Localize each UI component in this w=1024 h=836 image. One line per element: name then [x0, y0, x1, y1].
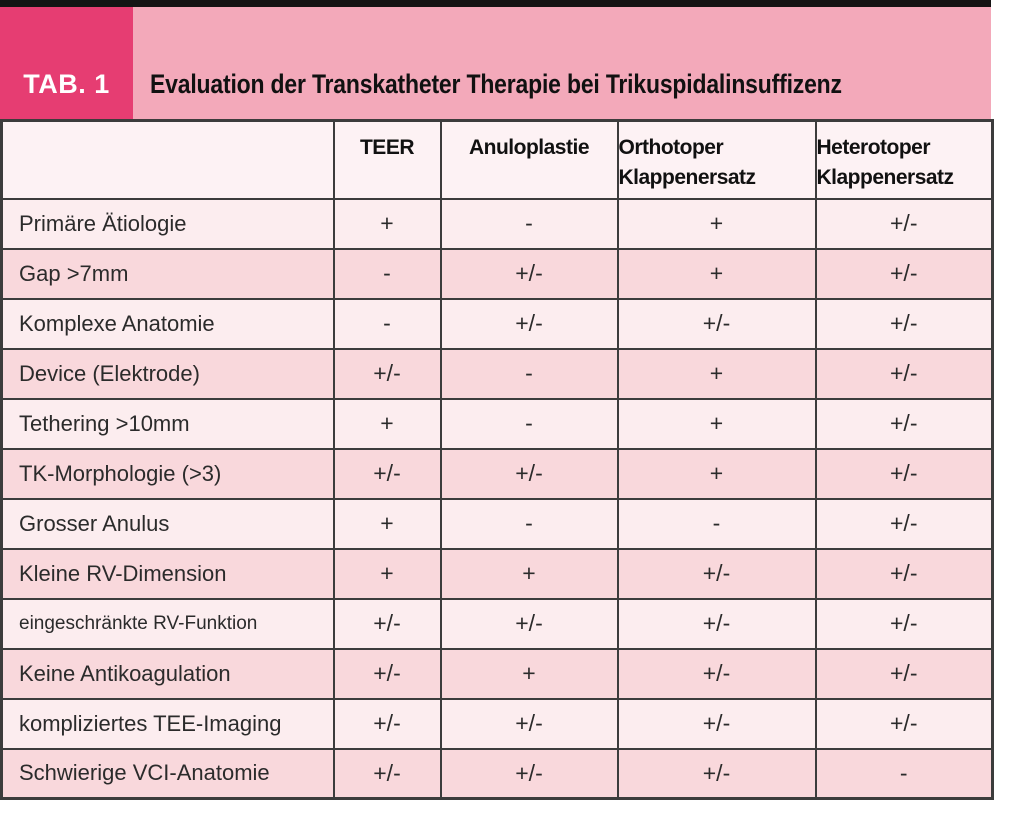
table-number-badge: TAB. 1: [0, 7, 133, 119]
cell-value: +: [616, 197, 817, 250]
row-label: Tethering >10mm: [0, 397, 335, 450]
column-header-text: Anuloplastie: [468, 136, 590, 159]
column-header-anuloplastie: Anuloplastie: [439, 119, 619, 200]
cell-value: +: [332, 497, 442, 550]
row-label: Primäre Ätiologie: [0, 197, 335, 250]
cell-value: +: [616, 347, 817, 400]
cell-value: -: [616, 497, 817, 550]
table-row: Device (Elektrode) +/- - + +/-: [0, 347, 994, 400]
cell-value: +/-: [439, 297, 619, 350]
cell-value: +/-: [439, 697, 619, 750]
table-head: TEER Anuloplastie Orthotoper Klappenersa…: [0, 119, 994, 200]
cell-value: +/-: [814, 697, 994, 750]
table-row: Keine Antikoagulation +/- + +/- +/-: [0, 647, 994, 700]
table-row: Gap >7mm - +/- + +/-: [0, 247, 994, 300]
cell-value: +/-: [332, 347, 442, 400]
cell-value: +: [332, 397, 442, 450]
table-title-text: Evaluation der Transkatheter Therapie be…: [150, 69, 842, 99]
top-rule: [0, 0, 991, 7]
cell-value: +/-: [332, 447, 442, 500]
corner-empty-cell: [0, 119, 335, 200]
cell-value: -: [439, 197, 619, 250]
cell-value: +: [616, 447, 817, 500]
row-label: Keine Antikoagulation: [0, 647, 335, 700]
header-row: TEER Anuloplastie Orthotoper Klappenersa…: [0, 119, 994, 200]
table-row: kompliziertes TEE-Imaging +/- +/- +/- +/-: [0, 697, 994, 750]
cell-value: +/-: [814, 647, 994, 700]
table-row: eingeschränkte RV-Funktion +/- +/- +/- +/-: [0, 597, 994, 650]
cell-value: +/-: [616, 697, 817, 750]
table-row: Komplexe Anatomie - +/- +/- +/-: [0, 297, 994, 350]
cell-value: +/-: [814, 247, 994, 300]
cell-value: -: [439, 497, 619, 550]
cell-value: +/-: [332, 747, 442, 800]
row-label: Komplexe Anatomie: [0, 297, 335, 350]
cell-value: +: [332, 547, 442, 600]
column-header-text: Heterotoper Klappenersatz: [816, 136, 955, 190]
cell-value: +: [439, 647, 619, 700]
cell-value: -: [814, 747, 994, 800]
cell-value: +/-: [616, 747, 817, 800]
table-title: Evaluation der Transkatheter Therapie be…: [133, 7, 991, 119]
cell-value: +/-: [814, 497, 994, 550]
row-label: Device (Elektrode): [0, 347, 335, 400]
cell-value: -: [439, 397, 619, 450]
cell-value: +/-: [439, 247, 619, 300]
cell-value: +/-: [814, 547, 994, 600]
cell-value: +: [332, 197, 442, 250]
cell-value: +/-: [814, 347, 994, 400]
cell-value: +/-: [439, 597, 619, 650]
table-number-label: TAB. 1: [23, 69, 110, 99]
row-label: eingeschränkte RV-Funktion: [0, 597, 335, 650]
cell-value: -: [332, 247, 442, 300]
table-row: Tethering >10mm + - + +/-: [0, 397, 994, 450]
cell-value: +: [616, 397, 817, 450]
cell-value: +: [439, 547, 619, 600]
row-label: kompliziertes TEE-Imaging: [0, 697, 335, 750]
cell-value: +/-: [439, 747, 619, 800]
cell-value: +/-: [616, 647, 817, 700]
cell-value: +/-: [814, 447, 994, 500]
cell-value: +/-: [814, 397, 994, 450]
table-row: Schwierige VCI-Anatomie +/- +/- +/- -: [0, 747, 994, 800]
table-body: Primäre Ätiologie + - + +/- Gap >7mm - +/- + +/- K…: [0, 197, 994, 800]
table-row: TK-Morphologie (>3) +/- +/- + +/-: [0, 447, 994, 500]
cell-value: -: [332, 297, 442, 350]
cell-value: +/-: [814, 297, 994, 350]
cell-value: +/-: [616, 297, 817, 350]
row-label: Schwierige VCI-Anatomie: [0, 747, 335, 800]
column-header-heterotoper-klappenersatz: Heterotoper Klappenersatz: [814, 119, 994, 200]
cell-value: +/-: [332, 647, 442, 700]
cell-value: +/-: [439, 447, 619, 500]
cell-value: +/-: [814, 197, 994, 250]
cell-value: +: [616, 247, 817, 300]
table-row: Kleine RV-Dimension + + +/- +/-: [0, 547, 994, 600]
table-row: Grosser Anulus + - - +/-: [0, 497, 994, 550]
cell-value: +/-: [616, 547, 817, 600]
table-row: Primäre Ätiologie + - + +/-: [0, 197, 994, 250]
cell-value: -: [439, 347, 619, 400]
row-label: Grosser Anulus: [0, 497, 335, 550]
column-header-teer: TEER: [332, 119, 442, 200]
column-header-text: Orthotoper Klappenersatz: [618, 136, 757, 190]
cell-value: +/-: [616, 597, 817, 650]
row-label: Kleine RV-Dimension: [0, 547, 335, 600]
column-header-text: TEER: [359, 136, 415, 159]
cell-value: +/-: [814, 597, 994, 650]
cell-value: +/-: [332, 697, 442, 750]
column-header-orthotoper-klappenersatz: Orthotoper Klappenersatz: [616, 119, 817, 200]
cell-value: +/-: [332, 597, 442, 650]
row-label: TK-Morphologie (>3): [0, 447, 335, 500]
evaluation-table: TEER Anuloplastie Orthotoper Klappenersa…: [0, 119, 994, 800]
table-header-band: TAB. 1 Evaluation der Transkatheter Ther…: [0, 7, 991, 119]
row-label: Gap >7mm: [0, 247, 335, 300]
